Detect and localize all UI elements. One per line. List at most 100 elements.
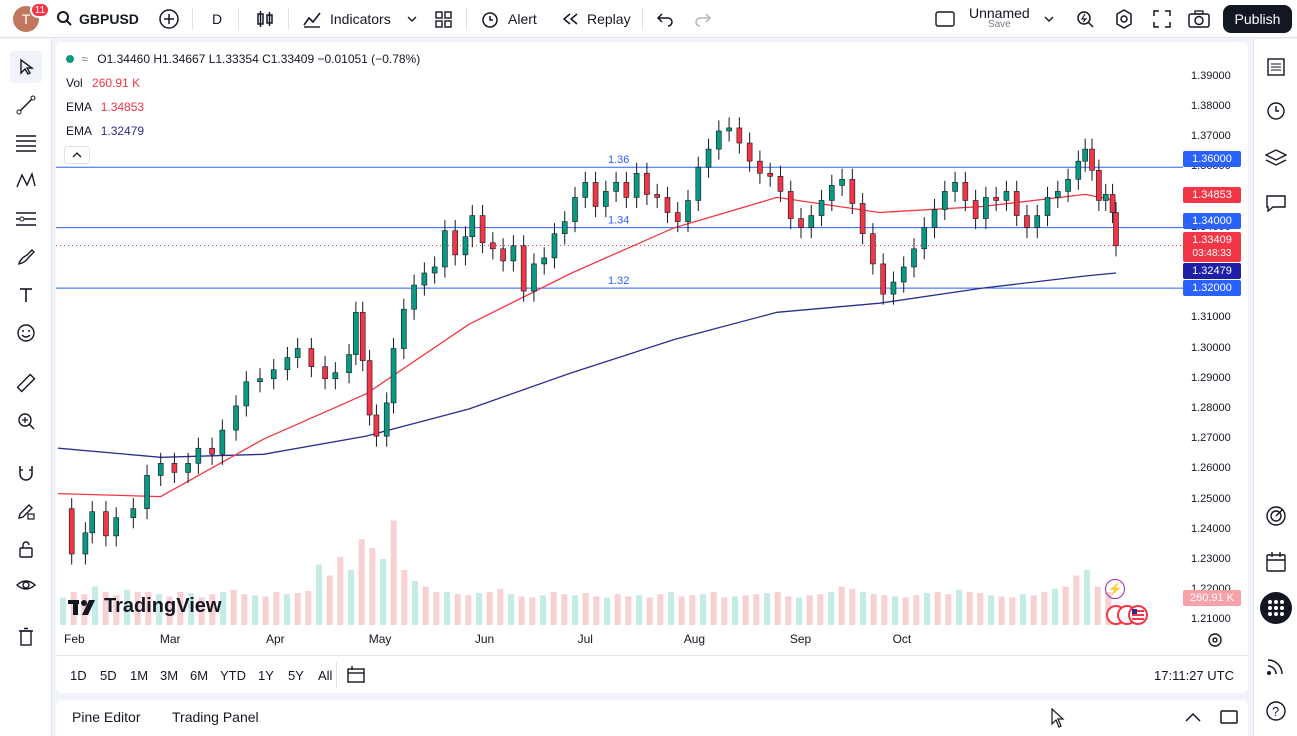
price-tick-label: 1.38000 [1191,99,1231,112]
hide-drawings-tool[interactable] [10,569,42,601]
lock-drawings-tool[interactable] [10,533,42,565]
settings-button[interactable] [1114,0,1134,38]
range-button[interactable]: 3M [160,668,179,683]
volume-bar [956,589,962,625]
range-button[interactable]: All [318,668,333,683]
volume-bar [369,548,376,625]
volume-bar [454,594,461,625]
pattern-icon [16,171,36,188]
target-icon [1266,506,1286,526]
candle-body [1089,148,1095,171]
trading-panel-tab[interactable]: Trading Panel [172,709,259,725]
brush-tool[interactable] [10,241,42,273]
compare-button[interactable] [158,0,180,38]
indicators-button[interactable]: Indicators [302,0,419,38]
remove-drawings-tool[interactable] [10,621,42,653]
candle-body [952,182,958,192]
chart-pane[interactable]: 1.36 1.34 1.32 ≈ O1.34460 H1.34667 L1.3335… [56,42,1248,693]
candle-body [1044,197,1051,216]
candle-body [383,402,390,437]
chart-type-button[interactable] [255,0,275,38]
symbol-search[interactable]: GBPUSD [56,0,139,38]
pointer-icon [1051,707,1065,728]
candle-body [490,242,496,250]
price-tick-label: 1.21000 [1191,613,1231,626]
ema-fast-legend[interactable]: EMA 1.34853 [66,100,145,114]
layout-icon [935,11,955,27]
redo-button[interactable] [694,0,712,38]
price-chart[interactable]: 1.36 1.34 1.32 [56,42,1248,693]
volume-bar [177,592,184,625]
volume-bar [508,594,514,625]
range-bar-divider [56,655,1248,656]
range-button[interactable]: 5Y [288,668,304,683]
volume-bar [476,593,482,625]
undo-button[interactable] [656,0,674,38]
range-button[interactable]: 1D [70,668,87,683]
zoom-tool[interactable] [10,405,42,437]
range-button[interactable]: 1Y [258,668,274,683]
us-economic-events[interactable] [1105,604,1153,626]
fib-tool[interactable] [10,127,42,159]
publish-button[interactable]: Publish [1223,5,1292,33]
pattern-tool[interactable] [10,165,42,197]
stay-drawing-tool[interactable] [10,495,42,527]
camera-icon [1188,10,1210,28]
volume-bar [284,594,290,625]
range-button[interactable]: YTD [220,668,246,683]
lightning-event-icon[interactable]: ⚡ [1105,579,1125,599]
signals-button[interactable] [1260,650,1292,682]
range-button[interactable]: 1M [130,668,149,683]
candle-body [705,148,712,168]
replay-button[interactable]: Replay [561,0,631,38]
ema-slow-legend[interactable]: EMA 1.32479 [66,124,145,138]
pine-editor-tab[interactable]: Pine Editor [72,709,141,725]
maximize-panel-button[interactable] [1220,709,1238,730]
measure-tool[interactable] [10,367,42,399]
chats-button[interactable] [1260,187,1292,219]
axis-settings-button[interactable] [1207,632,1223,653]
quick-search-button[interactable] [1075,0,1095,38]
range-button[interactable]: 6M [190,668,209,683]
volume-bar [721,597,728,625]
forecast-tool[interactable] [10,203,42,235]
chevron-down-icon [1044,16,1054,22]
range-button[interactable]: 5D [100,668,117,683]
volume-bar [241,594,248,625]
market-status-dot [66,55,74,63]
volume-legend[interactable]: Vol 260.91 K [66,76,141,90]
alert-button[interactable]: Alert [480,0,537,38]
text-tool[interactable] [10,279,42,311]
watchlist-button[interactable] [1260,51,1292,83]
layout-menu[interactable]: Unnamed Save [935,0,1056,38]
products-button[interactable] [1260,592,1292,624]
candle-body [695,166,702,201]
tradingview-watermark[interactable]: TradingView [68,595,221,618]
interval-button[interactable]: D [212,11,223,27]
volume-bar [550,592,557,625]
fullscreen-button[interactable] [1152,0,1172,38]
object-tree-button[interactable] [1260,142,1292,174]
volume-bar [316,564,322,625]
collapse-legend-button[interactable] [64,146,90,164]
candle-body [808,215,815,228]
help-button[interactable]: ? [1260,695,1292,727]
calendar-button[interactable] [1260,546,1292,578]
collapse-panel-button[interactable] [1184,710,1202,729]
emoji-tool[interactable] [10,317,42,349]
cursor-tool[interactable] [10,51,42,83]
templates-button[interactable] [434,0,454,38]
snapshot-button[interactable] [1188,0,1210,38]
candle-body [1075,160,1082,180]
volume-bar [60,597,66,625]
volume-bar [124,589,130,625]
alerts-button[interactable] [1260,94,1292,126]
hline-label-1-34: 1.34000 [1183,213,1241,229]
volume-bar [785,596,792,625]
goto-date-button[interactable] [346,665,366,690]
hotlist-button[interactable] [1260,500,1292,532]
candle-body [144,475,150,509]
trendline-tool[interactable] [10,89,42,121]
clock[interactable]: 17:11:27 UTC [1154,668,1234,683]
magnet-tool[interactable] [10,457,42,489]
